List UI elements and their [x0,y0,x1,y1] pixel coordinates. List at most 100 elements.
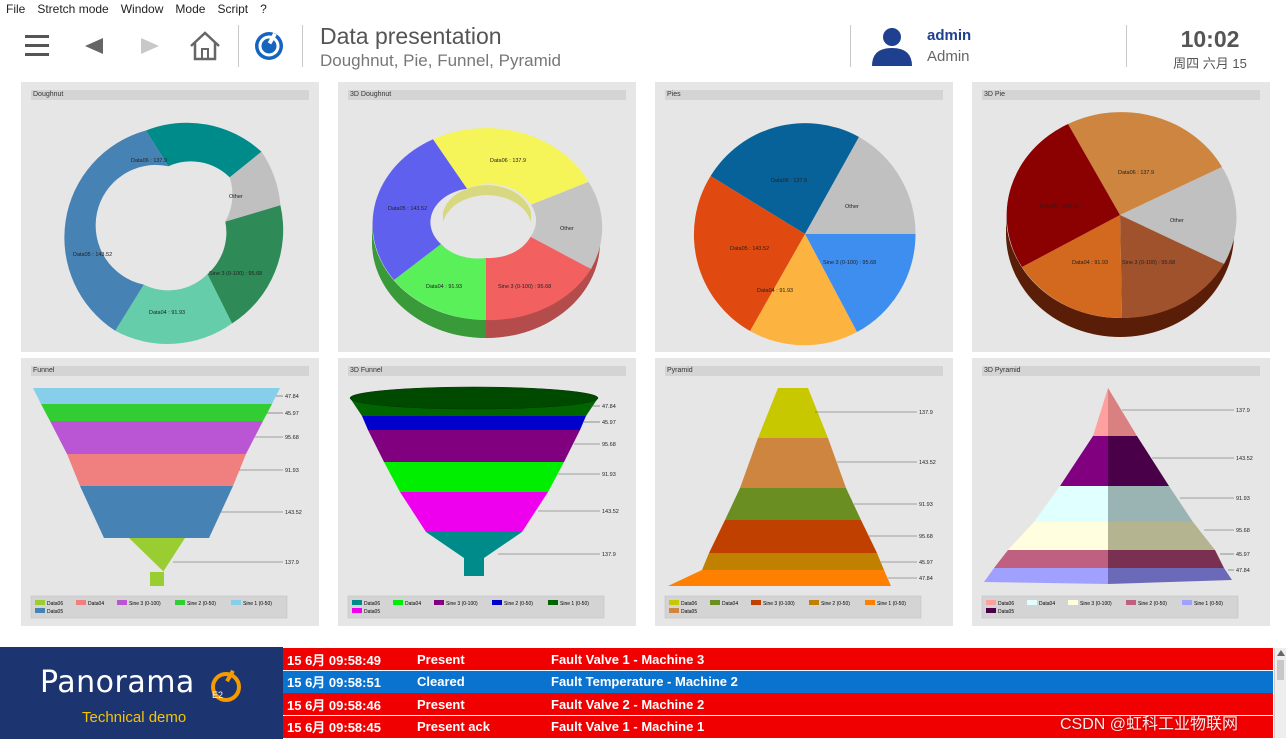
pyramid-segment [758,388,828,438]
menu-bar: File Stretch mode Window Mode Script ? [0,0,1286,17]
home-button[interactable] [188,27,222,65]
funnel-segment [67,454,246,486]
alarm-state: Present [417,651,465,667]
doughnut-slice [145,122,262,178]
pyramid-segment [725,488,861,520]
svg-text:Sine 2 (0-50): Sine 2 (0-50) [187,601,216,607]
slice-label: Data04 : 91.93 [426,284,462,290]
panel-title: 3D Pyramid [982,366,1260,376]
header-divider [850,25,851,67]
doughnut3d-side [486,224,600,338]
panorama-logo-button[interactable] [252,27,286,65]
scroll-up-icon[interactable] [1277,650,1285,656]
pie3d-panel: 3D Pie Data06 : 137.9 Other Sine 3 (0-10… [972,82,1270,352]
svg-text:Data06: Data06 [364,601,380,607]
pyramid-value: 47.84 [919,576,933,582]
funnel-value: 143.52 [602,509,619,515]
alarm-time: 15 6月 09:58:51 [287,675,381,690]
panel-title: Pies [665,90,943,100]
panel-title: 3D Pie [982,90,1260,100]
svg-text:Data05: Data05 [364,609,380,615]
doughnut-panel: Doughnut Data06 : 137.9 Other Sine 3 (0-… [21,82,319,352]
menu-mode[interactable]: Mode [175,1,206,16]
funnel3d-segment [400,492,548,532]
scroll-thumb[interactable] [1277,660,1284,680]
slice-label: Other [560,226,574,232]
pie-slice [693,176,805,331]
svg-text:Sine 2 (0-50): Sine 2 (0-50) [1138,601,1167,607]
slice-label: Sine 3 (0-100) : 95.68 [1122,260,1175,266]
svg-text:Sine 3 (0-100): Sine 3 (0-100) [446,601,478,607]
alarm-scrollbar[interactable] [1274,648,1286,738]
user-button[interactable] [870,27,914,66]
doughnut-slice [207,205,284,324]
logo-tag: E2 [212,690,224,700]
hamburger-menu-button[interactable] [22,27,52,65]
user-avatar-icon [872,28,912,66]
alarm-list: 15 6月 09:58:49 Present Fault Valve 1 - M… [283,648,1273,738]
pie-slice [710,123,859,234]
funnel-value: 45.97 [602,420,616,426]
pyramid3d-face [1093,388,1108,436]
header-divider [302,25,303,67]
pyramid-chart: 137.9 143.52 91.93 95.68 45.97 47.84 Dat… [664,388,936,619]
doughnut3d-slice [433,128,589,205]
alarm-time: 15 6月 09:58:49 [287,652,381,668]
home-icon [190,31,220,61]
slice-label: Data04 : 91.93 [757,288,793,294]
pyramid3d-face [994,550,1108,568]
menu-file[interactable]: File [6,1,26,16]
pyramid-panel: Pyramid 137.9 143.52 91.93 95.68 45.97 4… [655,358,953,626]
chart-legend: Data06 Data04 Sine 3 (0-100) Sine 2 (0-5… [30,595,288,619]
alarm-row[interactable]: 15 6月 09:58:49 Present Fault Valve 1 - M… [283,648,1273,670]
alarm-text: Fault Valve 1 - Machine 1 [551,719,705,734]
alarm-row[interactable]: 15 6月 09:58:51 Cleared Fault Temperature… [283,670,1273,693]
back-button[interactable] [82,27,106,65]
page-title: Data presentation [320,23,502,49]
slice-label: Data04 : 91.93 [149,310,185,316]
pyramid-value: 45.97 [919,560,933,566]
alarm-row[interactable]: 15 6月 09:58:45 Present ack Fault Valve 1… [283,715,1273,738]
slice-label: Other [1170,218,1184,224]
svg-text:Data04: Data04 [722,601,738,607]
pie3d-slice [1120,215,1224,319]
funnel-value: 91.93 [602,472,616,478]
pyramid-value: 91.93 [1236,496,1250,502]
funnel3d-panel: 3D Funnel 47.84 45.97 95.68 91.93 143.52… [338,358,636,626]
slice-label: Data06 : 137.9 [1118,170,1154,176]
pyramid3d-face [1108,550,1224,568]
slice-label: Data05 : 143.52 [73,252,112,258]
doughnut3d-chart: Data06 : 137.9 Other Sine 3 (0-100) : 95… [372,128,603,338]
pyramid-value: 143.52 [919,460,936,466]
forward-button[interactable] [138,27,162,65]
svg-text:Sine 3 (0-100): Sine 3 (0-100) [763,601,795,607]
slice-label: Data06 : 137.9 [131,158,167,164]
alarm-text: Fault Valve 2 - Machine 2 [551,696,705,712]
menu-script[interactable]: Script [217,1,249,16]
page-subtitle: Doughnut, Pie, Funnel, Pyramid [320,51,561,70]
panel-title: 3D Funnel [348,366,626,376]
pyramid3d-face [1108,436,1169,486]
pyramid-value: 137.9 [1236,408,1250,414]
header: Data presentation Doughnut, Pie, Funnel,… [0,17,1286,74]
menu-window[interactable]: Window [120,1,164,16]
slice-label: Data04 : 91.93 [1072,260,1108,266]
menu-help[interactable]: ? [260,1,267,16]
pyramid-segment [709,520,877,553]
menu-stretch-mode[interactable]: Stretch mode [37,1,109,16]
svg-text:Data04: Data04 [88,601,104,607]
alarm-state: Present ack [417,719,490,734]
funnel3d-segment [368,430,580,462]
footer: Panorama E2 Technical demo 15 6月 09:58:4… [0,647,1286,739]
funnel-value: 47.84 [602,404,616,410]
funnel-segment [50,421,263,454]
doughnut3d-hole-wall [443,185,531,222]
slice-label: Data06 : 137.9 [490,158,526,164]
alarm-row[interactable]: 15 6月 09:58:46 Present Fault Valve 2 - M… [283,693,1273,715]
slice-label: Data06 : 137.9 [771,178,807,184]
pie3d-slice [1068,112,1222,215]
back-arrow-icon [85,38,103,54]
header-divider [1126,25,1127,67]
funnel-segment [41,404,272,421]
pyramid3d-face [1008,522,1108,550]
